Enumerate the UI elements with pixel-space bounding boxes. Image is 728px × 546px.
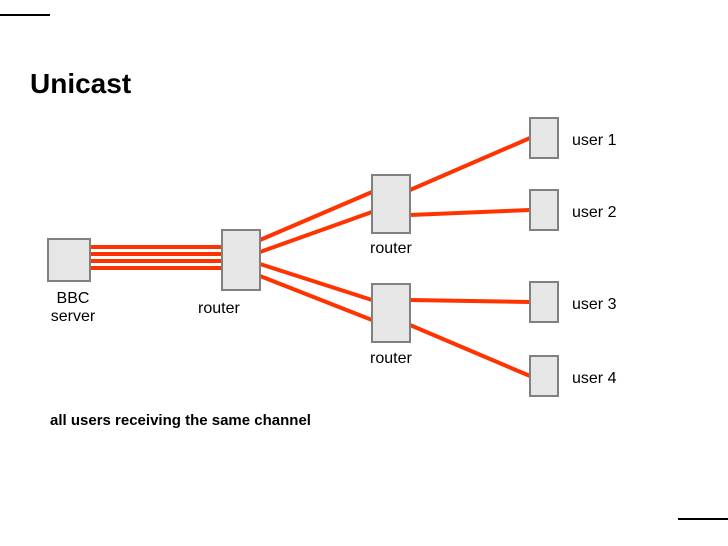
label-user3: user 3 [572, 296, 616, 314]
edge [410, 138, 530, 190]
edge [410, 325, 530, 376]
node-user1 [530, 118, 558, 158]
node-user3 [530, 282, 558, 322]
label-user1: user 1 [572, 132, 616, 150]
node-user2 [530, 190, 558, 230]
label-router2: router [370, 240, 412, 258]
diagram-canvas [0, 0, 728, 546]
label-router3: router [370, 350, 412, 368]
node-user4 [530, 356, 558, 396]
node-router2 [372, 175, 410, 233]
node-router3 [372, 284, 410, 342]
node-server [48, 239, 90, 281]
label-user2: user 2 [572, 204, 616, 222]
label-server: BBC server [38, 290, 108, 326]
node-router1 [222, 230, 260, 290]
label-user4: user 4 [572, 370, 616, 388]
edge [410, 210, 530, 215]
label-router1: router [198, 300, 240, 318]
edge [410, 300, 530, 302]
